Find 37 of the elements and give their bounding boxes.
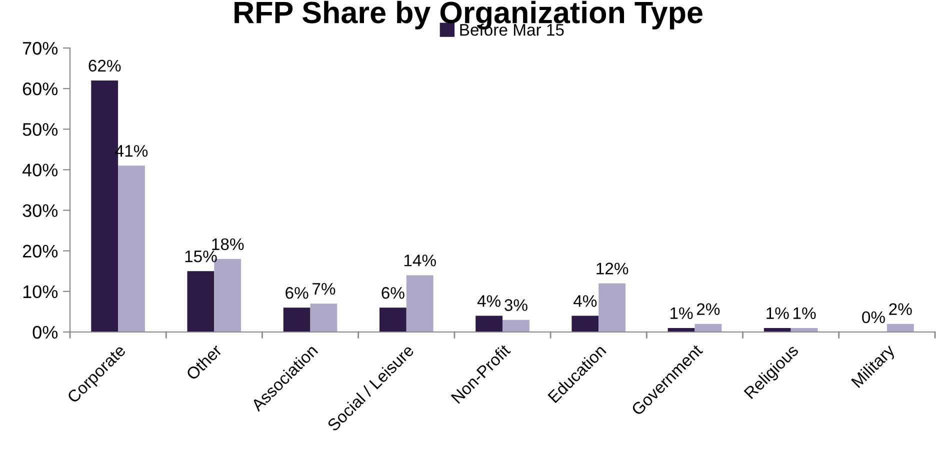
y-tick-label: 30% (22, 204, 58, 218)
data-label: 4% (477, 295, 500, 307)
data-label: 1% (766, 307, 789, 320)
data-label: 2% (889, 303, 912, 315)
bar (406, 275, 434, 332)
y-tick-label: 0% (32, 326, 58, 339)
bar (187, 271, 214, 332)
data-label: 3% (504, 299, 528, 311)
bar (886, 324, 914, 332)
data-label: 18% (212, 238, 244, 250)
data-label: 1% (794, 307, 816, 320)
bar (310, 304, 338, 332)
y-tick-label: 50% (22, 123, 58, 136)
data-label: 62% (88, 60, 121, 72)
y-tick-label: 40% (22, 164, 58, 176)
y-tick-label: 10% (23, 285, 58, 298)
bar (694, 324, 722, 332)
data-label: 14% (404, 254, 436, 266)
data-label: 1% (670, 307, 693, 320)
data-label: 2% (696, 303, 720, 315)
bar (598, 283, 626, 332)
bar (283, 308, 310, 332)
data-label: 15% (185, 250, 217, 262)
y-tick-label: 60% (22, 82, 58, 96)
data-label: 6% (382, 287, 404, 299)
data-label: 4% (573, 295, 597, 307)
y-tick-label: 70% (22, 42, 58, 55)
data-label: 6% (286, 287, 308, 299)
data-label: 7% (312, 283, 336, 295)
data-label: 12% (596, 262, 628, 274)
bar (476, 316, 502, 332)
bar (572, 316, 599, 332)
y-tick-label: 20% (22, 244, 58, 258)
bar (502, 320, 530, 332)
bar (118, 166, 145, 332)
bar (379, 308, 406, 332)
data-label: 0% (862, 311, 885, 324)
